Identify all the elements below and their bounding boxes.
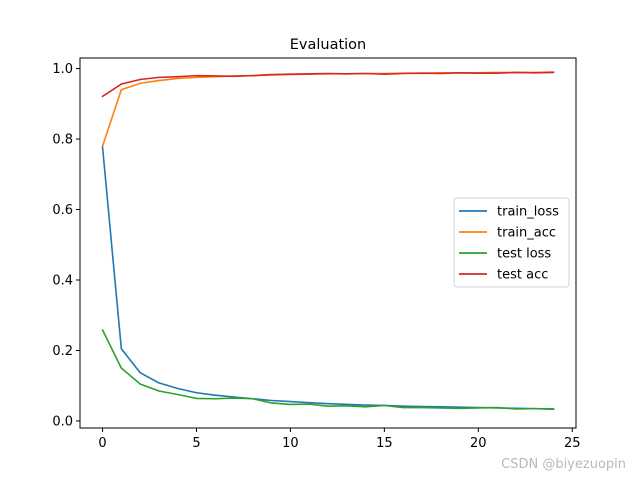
series-line-test-acc: [101, 71, 555, 98]
legend-box: [453, 197, 570, 288]
y-tick-label: 0.6: [52, 203, 73, 218]
legend-label: train_acc: [497, 226, 556, 241]
x-tick-label: 25: [564, 436, 581, 451]
y-tick-label: 0.8: [52, 133, 73, 148]
x-tick-label: 10: [282, 436, 299, 451]
legend-label: train_loss: [497, 205, 559, 220]
x-tick-label: 15: [376, 436, 393, 451]
legend-label: test acc: [497, 268, 548, 283]
x-tick-label: 5: [192, 436, 200, 451]
legend-label: test loss: [497, 247, 551, 262]
y-axis: 0.0 0.2 0.4 0.6 0.8 1.0: [52, 62, 80, 429]
x-tick-label: 0: [98, 436, 106, 451]
plot-area: [79, 57, 577, 429]
series-lines: [101, 71, 555, 411]
y-tick-label: 1.0: [52, 62, 73, 77]
x-axis: 0 5 10 15 20 25: [98, 428, 581, 451]
y-tick-label: 0.0: [52, 414, 73, 429]
series-line-test-loss: [101, 328, 555, 411]
y-tick-label: 0.4: [52, 274, 73, 289]
x-tick-label: 20: [470, 436, 487, 451]
chart-title: Evaluation: [290, 37, 367, 53]
series-line-train-acc: [101, 71, 555, 148]
watermark: CSDN @biyezuopin: [501, 457, 626, 472]
y-tick-label: 0.2: [52, 344, 73, 359]
